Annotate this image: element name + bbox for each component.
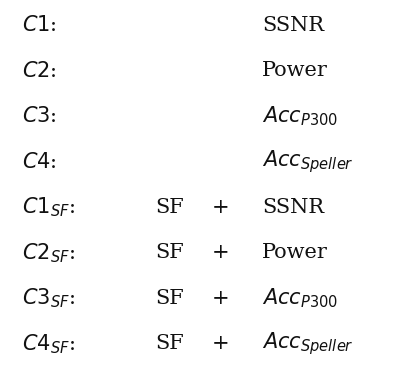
Text: +: + [212,243,230,262]
Text: SF: SF [155,289,184,308]
Text: Power: Power [262,61,328,80]
Text: +: + [212,289,230,308]
Text: $\mathit{C}3_{\mathit{SF}}$:: $\mathit{C}3_{\mathit{SF}}$: [22,286,76,310]
Text: SF: SF [155,334,184,354]
Text: SF: SF [155,243,184,262]
Text: $\mathit{C}4_{\mathit{SF}}$:: $\mathit{C}4_{\mathit{SF}}$: [22,332,76,356]
Text: $\mathit{Acc}_{\mathit{Speller}}$: $\mathit{Acc}_{\mathit{Speller}}$ [262,148,353,175]
Text: +: + [212,334,230,354]
Text: $\mathit{Acc}_{\mathit{P}300}$: $\mathit{Acc}_{\mathit{P}300}$ [262,286,338,310]
Text: $\mathit{C}1$:: $\mathit{C}1$: [22,15,57,35]
Text: $\mathit{C}4$:: $\mathit{C}4$: [22,152,57,172]
Text: SF: SF [155,198,184,217]
Text: $\mathit{Acc}_{\mathit{Speller}}$: $\mathit{Acc}_{\mathit{Speller}}$ [262,330,353,357]
Text: Power: Power [262,243,328,262]
Text: +: + [212,198,230,217]
Text: SSNR: SSNR [262,15,324,35]
Text: $\mathit{C}3$:: $\mathit{C}3$: [22,106,57,126]
Text: $\mathit{C}2_{\mathit{SF}}$:: $\mathit{C}2_{\mathit{SF}}$: [22,241,76,265]
Text: $\mathit{C}2$:: $\mathit{C}2$: [22,61,57,81]
Text: $\mathit{C}1_{\mathit{SF}}$:: $\mathit{C}1_{\mathit{SF}}$: [22,195,76,219]
Text: $\mathit{Acc}_{\mathit{P}300}$: $\mathit{Acc}_{\mathit{P}300}$ [262,104,338,128]
Text: SSNR: SSNR [262,198,324,217]
